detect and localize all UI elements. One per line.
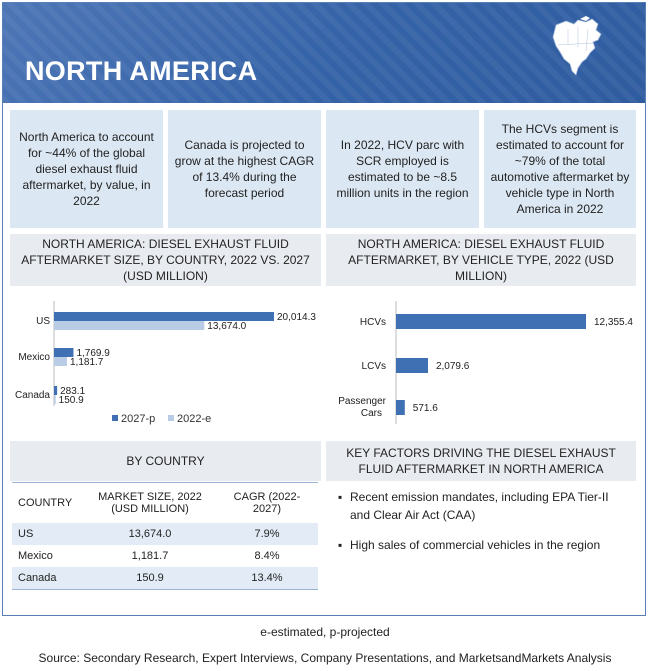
data-label: 1,181.7 bbox=[70, 357, 104, 368]
row-country: US bbox=[12, 523, 84, 545]
north-america-map-icon bbox=[552, 16, 602, 76]
table-row: Canada 150.9 13.4% bbox=[12, 567, 318, 590]
category-label: HCVs bbox=[360, 317, 386, 328]
page-title: NORTH AMERICA bbox=[25, 56, 258, 86]
data-label: 20,014.3 bbox=[277, 312, 316, 323]
data-label: 2,079.6 bbox=[436, 361, 470, 372]
row-country: Canada bbox=[12, 567, 84, 590]
column-header-cagr: CAGR (2022-2027) bbox=[216, 482, 318, 523]
legend-swatch bbox=[112, 415, 118, 421]
key-factor-item: High sales of commercial vehicles in the… bbox=[338, 536, 628, 554]
bar bbox=[396, 400, 405, 415]
infographic-frame: NORTH AMERICA bbox=[2, 2, 646, 616]
legend-label: 2027-p bbox=[121, 413, 155, 425]
country-chart-title: NORTH AMERICA: DIESEL EXHAUST FLUID AFTE… bbox=[10, 234, 321, 286]
row-size: 150.9 bbox=[84, 567, 216, 590]
country-table: COUNTRY MARKET SIZE, 2022 (USD MILLION) … bbox=[12, 482, 318, 590]
data-label: 283.1 bbox=[60, 386, 85, 397]
bar-2022-e bbox=[54, 357, 67, 366]
by-country-heading: BY COUNTRY bbox=[10, 441, 321, 481]
header-banner: NORTH AMERICA bbox=[3, 3, 645, 103]
bar-2022-e bbox=[54, 395, 56, 404]
key-factors-list: Recent emission mandates, including EPA … bbox=[338, 488, 628, 566]
highlight-box-3: In 2022, HCV parc with SCR employed is e… bbox=[326, 110, 479, 228]
data-label: 13,674.0 bbox=[207, 321, 246, 332]
table-row: Mexico 1,181.7 8.4% bbox=[12, 545, 318, 567]
country-bar-chart: US 20,014.3 13,674.0 Mexico 1,769.91,181.7 Ca… bbox=[15, 301, 316, 425]
category-label: Canada bbox=[15, 390, 50, 401]
data-label: 150.9 bbox=[59, 395, 84, 406]
bar-2027-p bbox=[54, 312, 274, 321]
column-header-country: COUNTRY bbox=[12, 482, 84, 523]
footnote: e-estimated, p-projected bbox=[260, 625, 390, 639]
category-label: LCVs bbox=[362, 361, 386, 372]
table-header-row: COUNTRY MARKET SIZE, 2022 (USD MILLION) … bbox=[12, 482, 318, 523]
row-cagr: 8.4% bbox=[254, 550, 280, 562]
legend-label: 2022-e bbox=[177, 413, 211, 425]
row-cagr: 7.9% bbox=[216, 523, 318, 545]
row-size: 13,674.0 bbox=[84, 523, 216, 545]
category-label: Passenger bbox=[338, 396, 386, 407]
row-size: 1,181.7 bbox=[131, 550, 169, 562]
vehicle-chart-title: NORTH AMERICA: DIESEL EXHAUST FLUID AFTE… bbox=[326, 234, 636, 286]
data-label: 1,769.9 bbox=[76, 348, 110, 359]
category-label: Cars bbox=[361, 408, 382, 419]
table-row: US 13,674.0 7.9% bbox=[12, 523, 318, 545]
bar-2022-e bbox=[54, 321, 205, 330]
bar bbox=[396, 358, 428, 373]
row-country: Mexico bbox=[18, 550, 53, 562]
bar bbox=[396, 314, 586, 329]
key-factor-item: Recent emission mandates, including EPA … bbox=[338, 488, 628, 524]
highlight-box-4: The HCVs segment is estimated to account… bbox=[484, 110, 636, 228]
data-label: 12,355.4 bbox=[594, 317, 633, 328]
legend-swatch bbox=[168, 415, 174, 421]
data-label: 571.6 bbox=[413, 403, 438, 414]
highlight-box-1: North America to account for ~44% of the… bbox=[10, 110, 163, 228]
row-cagr: 13.4% bbox=[216, 567, 318, 590]
category-label: Mexico bbox=[18, 352, 50, 363]
category-label: US bbox=[36, 316, 50, 327]
highlight-box-2: Canada is projected to grow at the highe… bbox=[168, 110, 321, 228]
column-header-market-size: MARKET SIZE, 2022 (USD MILLION) bbox=[84, 482, 216, 523]
key-factors-heading: KEY FACTORS DRIVING THE DIESEL EXHAUST F… bbox=[326, 441, 636, 481]
source-note: Source: Secondary Research, Expert Inter… bbox=[38, 651, 612, 665]
bar-2027-p bbox=[54, 386, 58, 395]
bar-2027-p bbox=[54, 348, 74, 357]
